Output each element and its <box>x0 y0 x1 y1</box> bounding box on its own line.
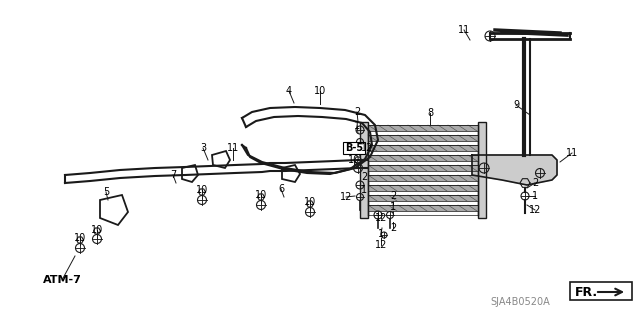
Text: 2: 2 <box>532 178 538 188</box>
Text: SJA4B0520A: SJA4B0520A <box>490 297 550 307</box>
Text: 3: 3 <box>200 143 206 153</box>
Text: 12: 12 <box>340 192 352 202</box>
Text: 6: 6 <box>278 184 284 194</box>
Text: 10: 10 <box>304 197 316 207</box>
Bar <box>360 122 368 218</box>
Text: 11: 11 <box>458 25 470 35</box>
Text: 5: 5 <box>103 187 109 197</box>
Bar <box>368 135 478 141</box>
Text: FR.: FR. <box>575 286 598 299</box>
Text: B-5: B-5 <box>345 143 363 153</box>
Text: 2: 2 <box>354 107 360 117</box>
Text: 1: 1 <box>354 121 360 131</box>
Text: 2: 2 <box>361 172 367 182</box>
Text: 4: 4 <box>286 86 292 96</box>
Bar <box>478 122 486 218</box>
Text: 10: 10 <box>91 225 103 235</box>
Text: 7: 7 <box>170 170 176 180</box>
Bar <box>368 195 478 201</box>
Bar <box>368 205 478 211</box>
Text: 12: 12 <box>529 205 541 215</box>
Bar <box>368 175 478 181</box>
Text: 1: 1 <box>361 185 367 195</box>
Text: 8: 8 <box>427 108 433 118</box>
Bar <box>368 125 478 131</box>
Bar <box>368 145 478 151</box>
Text: 1: 1 <box>390 202 396 212</box>
Bar <box>368 185 478 191</box>
Text: 10: 10 <box>348 155 360 165</box>
Polygon shape <box>472 155 557 185</box>
Bar <box>368 155 478 161</box>
Text: ATM-7: ATM-7 <box>43 275 81 285</box>
Text: 1: 1 <box>378 229 384 239</box>
Text: 12: 12 <box>361 143 373 153</box>
Text: 12: 12 <box>375 240 387 250</box>
Text: 10: 10 <box>255 190 267 200</box>
Bar <box>368 165 478 171</box>
Text: 11: 11 <box>566 148 578 158</box>
Bar <box>570 282 632 300</box>
Text: 11: 11 <box>227 143 239 153</box>
Text: 10: 10 <box>196 185 208 195</box>
Text: 12: 12 <box>375 213 387 223</box>
Text: 2: 2 <box>390 223 396 233</box>
Text: 1: 1 <box>532 191 538 201</box>
Text: 10: 10 <box>314 86 326 96</box>
Text: 10: 10 <box>74 233 86 243</box>
Text: 9: 9 <box>513 100 519 110</box>
Text: 2: 2 <box>390 191 396 201</box>
